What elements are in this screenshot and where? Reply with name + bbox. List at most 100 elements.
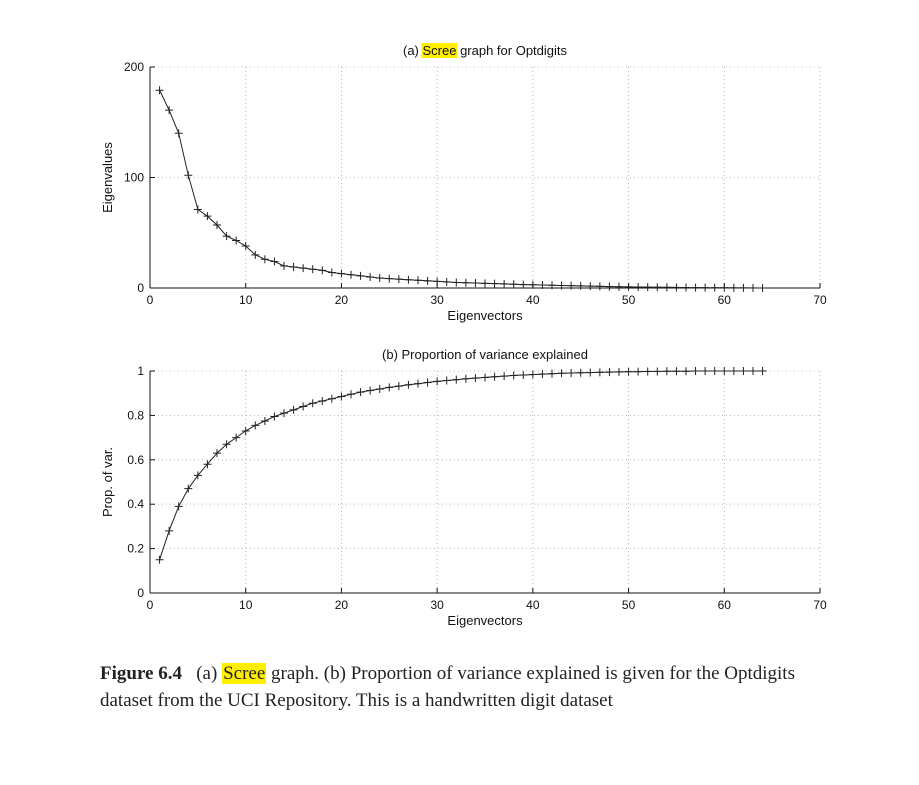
variance-ticks: 0 10 20 30 40 50 60 70 0 0.2 0.4 0.6 0.8 1 xyxy=(127,364,827,612)
scree-point-28 xyxy=(414,276,422,285)
variance-point-16 xyxy=(299,402,308,411)
scree-point-25 xyxy=(385,274,394,283)
variance-point-11 xyxy=(251,421,260,430)
variance-point-48 xyxy=(605,368,614,377)
variance-point-40 xyxy=(528,370,537,379)
variance-point-61 xyxy=(729,367,738,375)
figure-number: Figure 6.4 xyxy=(100,663,182,684)
scree-x-tick-label-60: 60 xyxy=(718,293,732,307)
scree-point-60 xyxy=(720,283,729,292)
variance-point-33 xyxy=(461,374,470,383)
scree-point-27 xyxy=(404,275,413,284)
scree-point-41 xyxy=(538,281,547,290)
scree-point-34 xyxy=(471,279,480,288)
variance-markers xyxy=(155,367,767,564)
scree-markers xyxy=(155,86,767,292)
variance-point-2 xyxy=(165,526,174,535)
variance-y-tick-label-0.8: 0.8 xyxy=(127,408,144,422)
variance-point-59 xyxy=(710,367,719,375)
scree-x-tick-label-70: 70 xyxy=(813,293,827,307)
variance-point-13 xyxy=(270,412,279,421)
scree-point-63 xyxy=(749,283,757,292)
variance-point-20 xyxy=(337,392,346,401)
variance-y-axis-label: Prop. of var. xyxy=(100,447,115,517)
variance-point-19 xyxy=(327,394,336,403)
variance-point-12 xyxy=(260,416,269,425)
scree-point-47 xyxy=(595,282,604,291)
variance-x-tick-label-70: 70 xyxy=(813,598,827,612)
caption-text-part1: (a) xyxy=(181,663,223,684)
variance-point-6 xyxy=(203,460,212,469)
scree-point-15 xyxy=(289,263,298,272)
variance-point-10 xyxy=(241,426,250,435)
scree-point-62 xyxy=(739,283,748,292)
variance-x-tick-label-60: 60 xyxy=(718,598,732,612)
variance-point-3 xyxy=(174,502,183,511)
variance-point-43 xyxy=(557,369,566,378)
scree-point-45 xyxy=(576,281,585,290)
variance-point-23 xyxy=(366,386,375,395)
figure-caption: Figure 6.4 (a) Scree graph. (b) Proporti… xyxy=(100,660,840,714)
variance-point-15 xyxy=(289,405,298,414)
scree-point-17 xyxy=(308,265,317,274)
scree-point-9 xyxy=(232,236,241,245)
variance-point-26 xyxy=(394,382,403,391)
scree-point-4 xyxy=(184,171,193,180)
scree-point-7 xyxy=(213,221,221,230)
scree-point-55 xyxy=(672,283,681,292)
variance-point-37 xyxy=(500,372,509,381)
variance-y-tick-label-0: 0 xyxy=(137,586,144,600)
scree-point-26 xyxy=(394,275,403,284)
scree-point-1 xyxy=(155,86,164,95)
scree-title-highlight: Scree xyxy=(422,43,456,58)
scree-point-36 xyxy=(490,279,499,288)
variance-point-50 xyxy=(624,367,633,376)
variance-grid xyxy=(150,370,821,593)
variance-point-25 xyxy=(385,383,394,392)
scree-point-54 xyxy=(662,283,671,292)
scree-grid xyxy=(150,66,821,288)
scree-x-tick-label-40: 40 xyxy=(526,293,540,307)
variance-point-22 xyxy=(356,388,365,397)
variance-point-4 xyxy=(184,484,193,493)
scree-point-40 xyxy=(528,280,537,289)
variance-point-34 xyxy=(471,374,480,383)
scree-point-39 xyxy=(519,280,528,289)
variance-point-30 xyxy=(433,377,442,386)
variance-point-41 xyxy=(538,370,547,379)
variance-point-27 xyxy=(404,380,413,389)
variance-point-52 xyxy=(643,367,652,376)
variance-point-46 xyxy=(586,368,595,377)
variance-point-56 xyxy=(682,367,690,376)
variance-y-tick-label-0.2: 0.2 xyxy=(127,542,144,556)
scree-title-prefix: (a) xyxy=(403,43,423,58)
variance-point-5 xyxy=(193,471,202,480)
variance-point-17 xyxy=(308,399,317,408)
variance-point-38 xyxy=(509,371,518,380)
scree-x-tick-label-30: 30 xyxy=(430,293,444,307)
variance-point-44 xyxy=(567,368,576,377)
scree-point-18 xyxy=(318,266,327,275)
scree-x-tick-label-10: 10 xyxy=(239,293,253,307)
scree-point-33 xyxy=(461,278,470,287)
scree-point-64 xyxy=(758,284,767,292)
scree-y-tick-label-0: 0 xyxy=(137,281,144,295)
scree-y-tick-label-100: 100 xyxy=(124,171,144,185)
scree-y-axis-label: Eigenvalues xyxy=(100,142,115,213)
variance-point-8 xyxy=(222,440,231,449)
scree-title-highlight-box xyxy=(421,43,458,58)
scree-point-53 xyxy=(653,283,662,292)
scree-point-10 xyxy=(241,242,250,251)
scree-x-tick-label-0: 0 xyxy=(147,293,154,307)
variance-point-36 xyxy=(490,372,499,381)
variance-x-tick-label-30: 30 xyxy=(430,598,444,612)
scree-point-20 xyxy=(337,269,346,278)
scree-point-49 xyxy=(615,282,623,291)
variance-point-62 xyxy=(739,367,748,375)
scree-point-57 xyxy=(691,283,700,292)
variance-point-60 xyxy=(720,367,729,375)
variance-point-1 xyxy=(155,555,164,564)
scree-point-14 xyxy=(280,261,288,270)
variance-point-9 xyxy=(232,433,241,442)
scree-x-tick-label-50: 50 xyxy=(622,293,636,307)
